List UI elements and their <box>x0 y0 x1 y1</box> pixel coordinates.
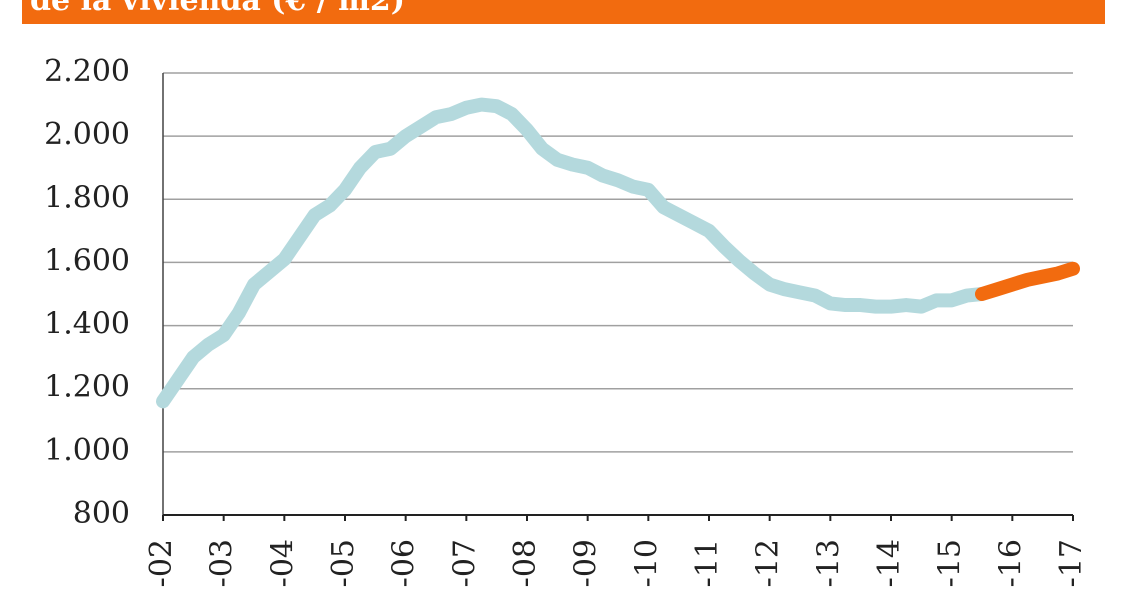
y-tick-label: 2.200 <box>44 54 130 89</box>
x-tick-label: -07 <box>447 539 482 587</box>
y-tick-label: 2.000 <box>44 117 130 152</box>
title-bar <box>22 0 1105 24</box>
chart-title: de la vivienda (€ / m2) <box>30 0 405 18</box>
y-tick-label: 1.400 <box>44 307 130 342</box>
x-tick-label: -15 <box>933 539 968 587</box>
x-tick-label: -13 <box>811 539 846 587</box>
x-tick-label: -05 <box>326 539 361 587</box>
x-tick-label: -06 <box>387 539 422 587</box>
x-tick-label: -03 <box>205 539 240 587</box>
x-tick-label: -17 <box>1054 539 1089 587</box>
x-tick-label: -14 <box>872 539 907 587</box>
y-tick-label: 1.600 <box>44 243 130 278</box>
x-tick-label: -10 <box>629 539 664 587</box>
y-tick-label: 800 <box>73 496 130 531</box>
line-series <box>975 261 1080 301</box>
x-tick-label: -08 <box>508 539 543 587</box>
x-tick-label: -02 <box>144 539 179 587</box>
line-series <box>156 97 989 409</box>
y-tick-label: 1.800 <box>44 180 130 215</box>
x-tick-label: -09 <box>569 539 604 587</box>
y-tick-label: 1.200 <box>44 370 130 405</box>
x-tick-label: -16 <box>993 539 1028 587</box>
x-tick-label: -12 <box>751 539 786 587</box>
y-tick-label: 1.000 <box>44 433 130 468</box>
x-tick-label: -11 <box>690 539 725 587</box>
x-tick-label: -04 <box>265 539 300 587</box>
